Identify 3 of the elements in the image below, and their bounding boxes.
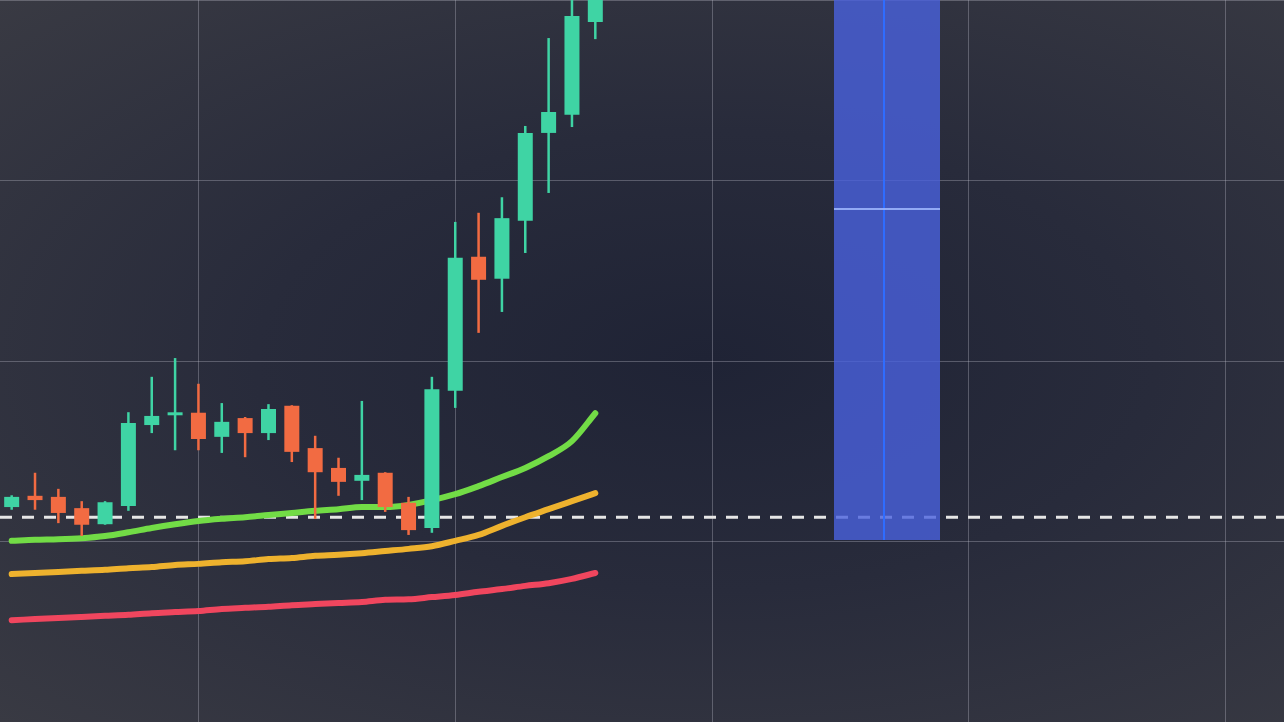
candlestick: [144, 376, 160, 434]
candlestick: [541, 38, 557, 193]
candlestick: [471, 212, 487, 333]
